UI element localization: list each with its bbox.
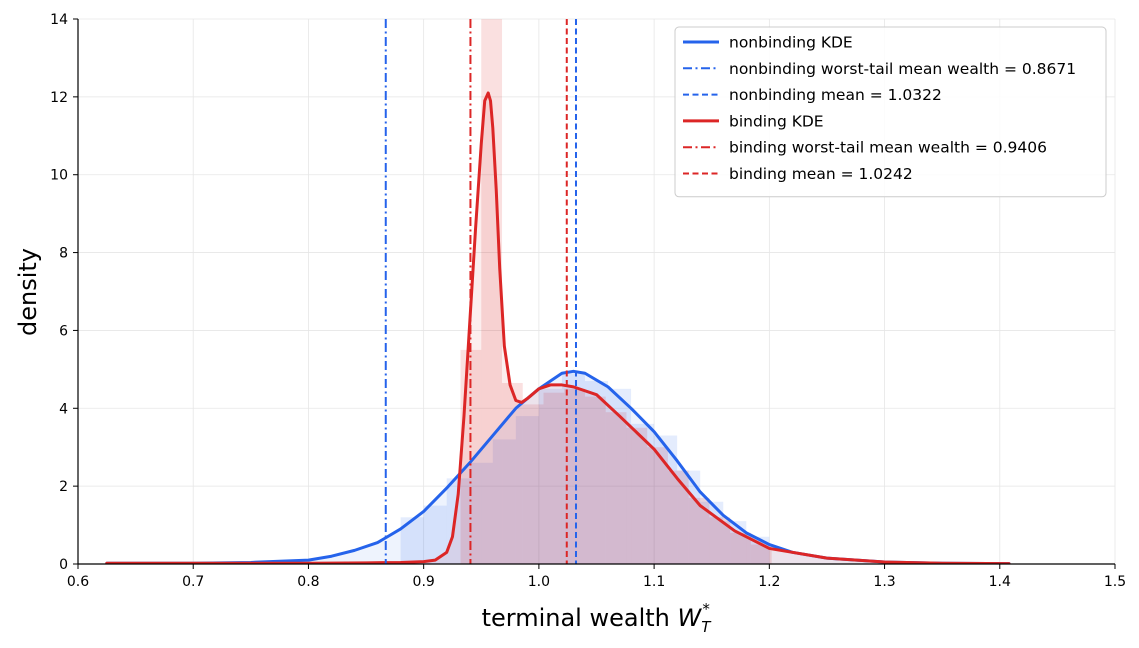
y-tick-label: 8 [59, 246, 68, 262]
y-axis-title: density [14, 248, 42, 336]
x-tick-label: 0.8 [297, 574, 319, 590]
nonbinding-hist-bar [584, 381, 609, 564]
legend-label: binding KDE [729, 112, 824, 130]
y-tick-label: 10 [50, 168, 68, 184]
binding-kde-fill [106, 92, 1009, 564]
binding-hist-bar [543, 392, 565, 564]
nonbinding-hist-bar [746, 536, 770, 564]
axes [77, 19, 1115, 565]
binding-hist-bar [750, 544, 772, 564]
y-tick-label: 14 [50, 12, 68, 28]
reference-lines [384, 19, 577, 564]
x-axis-title-symbol: W [678, 604, 703, 632]
nonbinding-hist-bar [538, 388, 562, 564]
legend-label: binding worst-tail mean wealth = 0.9406 [729, 139, 1047, 157]
binding-hist-bar [605, 412, 627, 564]
legend-label: binding mean = 1.0242 [729, 165, 913, 183]
binding-hist-bar [481, 19, 503, 564]
binding-hist-bar [564, 388, 585, 564]
nonbinding-hist-bar [423, 505, 447, 564]
legend-box [674, 26, 1107, 198]
binding-hist-bar [647, 447, 668, 564]
legend-label: nonbinding mean = 1.0322 [729, 86, 942, 104]
y-tick-label: 4 [59, 401, 68, 417]
legend-label: nonbinding worst-tail mean wealth = 0.86… [729, 60, 1076, 78]
binding-hist-bar [626, 427, 648, 564]
ticks: 0.6 0.7 0.8 0.9 1.0 1.1 1.2 1.3 1.4 1.5 0 2 4 6 8 10 12 1… [50, 12, 1126, 590]
y-tick-label: 2 [59, 479, 68, 495]
x-tick-label: 1.5 [1104, 574, 1126, 590]
nonbinding-kde-fill [106, 371, 1009, 564]
x-axis-title-sub: T [701, 618, 712, 636]
nonbinding-hist-bar [515, 416, 539, 564]
x-axis-title-text: terminal wealth [482, 604, 670, 632]
nonbinding-hist-bar [446, 478, 470, 564]
nonbinding-hist-bar [677, 470, 701, 564]
binding-kde-line [105, 91, 1011, 564]
x-tick-label: 1.0 [528, 574, 550, 590]
x-tick-label: 1.2 [758, 574, 780, 590]
legend: nonbinding KDE nonbinding worst-tail mean… [674, 26, 1107, 198]
y-tick-label: 0 [59, 557, 68, 573]
x-tick-label: 1.4 [989, 574, 1011, 590]
nonbinding-hist-bar [400, 517, 424, 564]
x-tick-label: 1.3 [873, 574, 895, 590]
binding-hist-bar [688, 497, 710, 564]
y-tick-label: 6 [59, 323, 68, 339]
binding-hist-bar [709, 517, 731, 564]
binding-hist-bar [667, 470, 689, 564]
y-tick-label: 12 [50, 90, 68, 106]
binding-hist-bar [730, 532, 751, 564]
binding-hist-bar [584, 396, 606, 564]
legend-label: nonbinding KDE [729, 34, 853, 52]
nonbinding-hist-bar [469, 462, 493, 564]
nonbinding-hist-bar [654, 435, 678, 564]
x-axis-title-sup: * [702, 600, 710, 618]
x-tick-label: 1.1 [643, 574, 665, 590]
nonbinding-hist-bar [492, 439, 516, 564]
x-axis-title: terminal wealth WT* [482, 600, 713, 636]
x-tick-label: 0.7 [182, 574, 204, 590]
nonbinding-hist-bar [723, 521, 747, 564]
binding-hist-bar [522, 404, 544, 564]
x-tick-label: 0.9 [413, 574, 435, 590]
nonbinding-hist-bar [608, 388, 632, 564]
binding-hist-bar [502, 382, 523, 564]
nonbinding-hist-bar [631, 423, 655, 564]
x-tick-label: 0.6 [67, 574, 89, 590]
